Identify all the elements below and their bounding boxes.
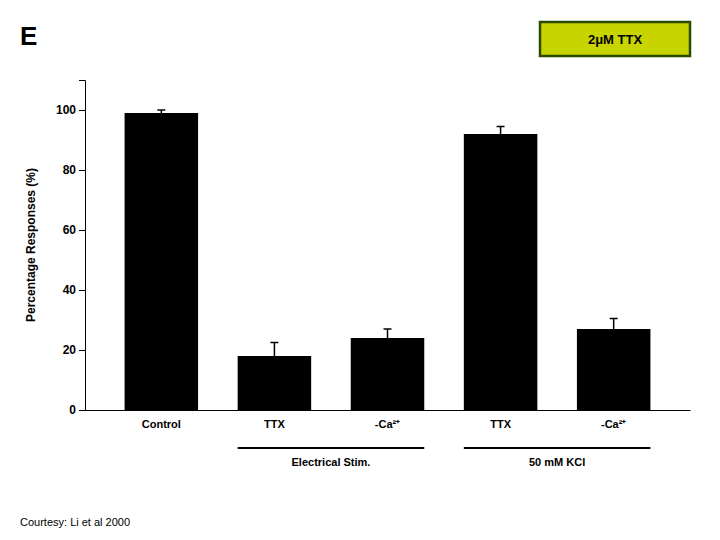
x-tick: -Ca²⁺ — [601, 418, 626, 430]
plot: 0 20 40 60 80 100 Control TTX -Ca²⁺ TTX -Ca²⁺ Elect… — [24, 81, 691, 469]
x-axis: Control TTX -Ca²⁺ TTX -Ca²⁺ — [86, 411, 691, 430]
bar — [351, 338, 425, 410]
marks — [125, 110, 651, 410]
error-bar-stem — [500, 127, 502, 142]
bar — [125, 113, 199, 410]
y-axis-title: Percentage Responses (%) — [24, 168, 38, 322]
group-bracket — [464, 447, 651, 449]
y-tick-mark — [79, 350, 85, 351]
error-bar-cap — [384, 346, 392, 348]
error-bar-stem — [161, 110, 163, 116]
y-tick: 80 — [63, 163, 85, 177]
x-tick-label: TTX — [264, 418, 285, 430]
error-bar-cap — [384, 328, 392, 330]
y-tick: 0 — [69, 403, 85, 417]
x-tick-label: TTX — [490, 418, 511, 430]
y-tick-label: 100 — [56, 103, 76, 117]
error-bar — [270, 343, 278, 370]
y-tick-mark — [79, 110, 85, 111]
y-tick: 60 — [63, 223, 85, 237]
panel-label: E — [20, 21, 37, 51]
error-bar — [497, 127, 505, 142]
error-bar-cap — [497, 126, 505, 128]
x-tick: TTX — [490, 418, 511, 430]
x-tick-label: -Ca²⁺ — [601, 418, 626, 430]
caption: Courtesy: Li et al 2000 — [20, 516, 130, 528]
error-bar-cap — [610, 339, 618, 341]
label-box: 2μM TTX — [540, 22, 690, 56]
chart-svg: 0 20 40 60 80 100 Control TTX -Ca²⁺ TTX -Ca²⁺ Elect… — [0, 0, 720, 540]
x-tick: Control — [142, 418, 181, 430]
x-tick-label: Control — [142, 418, 181, 430]
y-axis-line — [79, 81, 86, 411]
y-tick-label: 80 — [63, 163, 77, 177]
y-tick-label: 20 — [63, 343, 77, 357]
x-tick: -Ca²⁺ — [375, 418, 400, 430]
group-label: 50 mM KCl — [529, 456, 585, 468]
error-bar-stem — [613, 319, 615, 340]
y-tick-label: 60 — [63, 223, 77, 237]
x-axis-line — [86, 410, 691, 411]
y-tick-mark — [79, 290, 85, 291]
error-bar — [157, 110, 165, 116]
error-bar-cap — [270, 369, 278, 371]
y-tick: 40 — [63, 283, 85, 297]
y-tick-label: 0 — [69, 403, 76, 417]
y-tick: 20 — [63, 343, 85, 357]
error-bar — [384, 329, 392, 347]
error-bar-cap — [157, 109, 165, 111]
x-tick: TTX — [264, 418, 285, 430]
x-tick-label: -Ca²⁺ — [375, 418, 400, 430]
label-box-rect — [540, 22, 690, 56]
error-bar-cap — [497, 141, 505, 143]
error-bar-cap — [610, 318, 618, 320]
group-label: Electrical Stim. — [292, 456, 371, 468]
y-axis: 0 20 40 60 80 100 — [56, 81, 86, 418]
bar — [577, 329, 651, 410]
y-tick: 100 — [56, 103, 85, 117]
bar — [464, 134, 538, 410]
error-bar-stem — [387, 329, 389, 347]
error-bar — [610, 319, 618, 340]
label-box-text: 2μM TTX — [588, 32, 643, 47]
error-bar-cap — [157, 115, 165, 117]
error-bar-cap — [270, 342, 278, 344]
y-tick-mark — [79, 410, 85, 411]
y-tick-mark — [79, 230, 85, 231]
y-tick-label: 40 — [63, 283, 77, 297]
group-bracket — [238, 447, 425, 449]
y-tick-mark — [79, 170, 85, 171]
error-bar-stem — [274, 343, 276, 370]
